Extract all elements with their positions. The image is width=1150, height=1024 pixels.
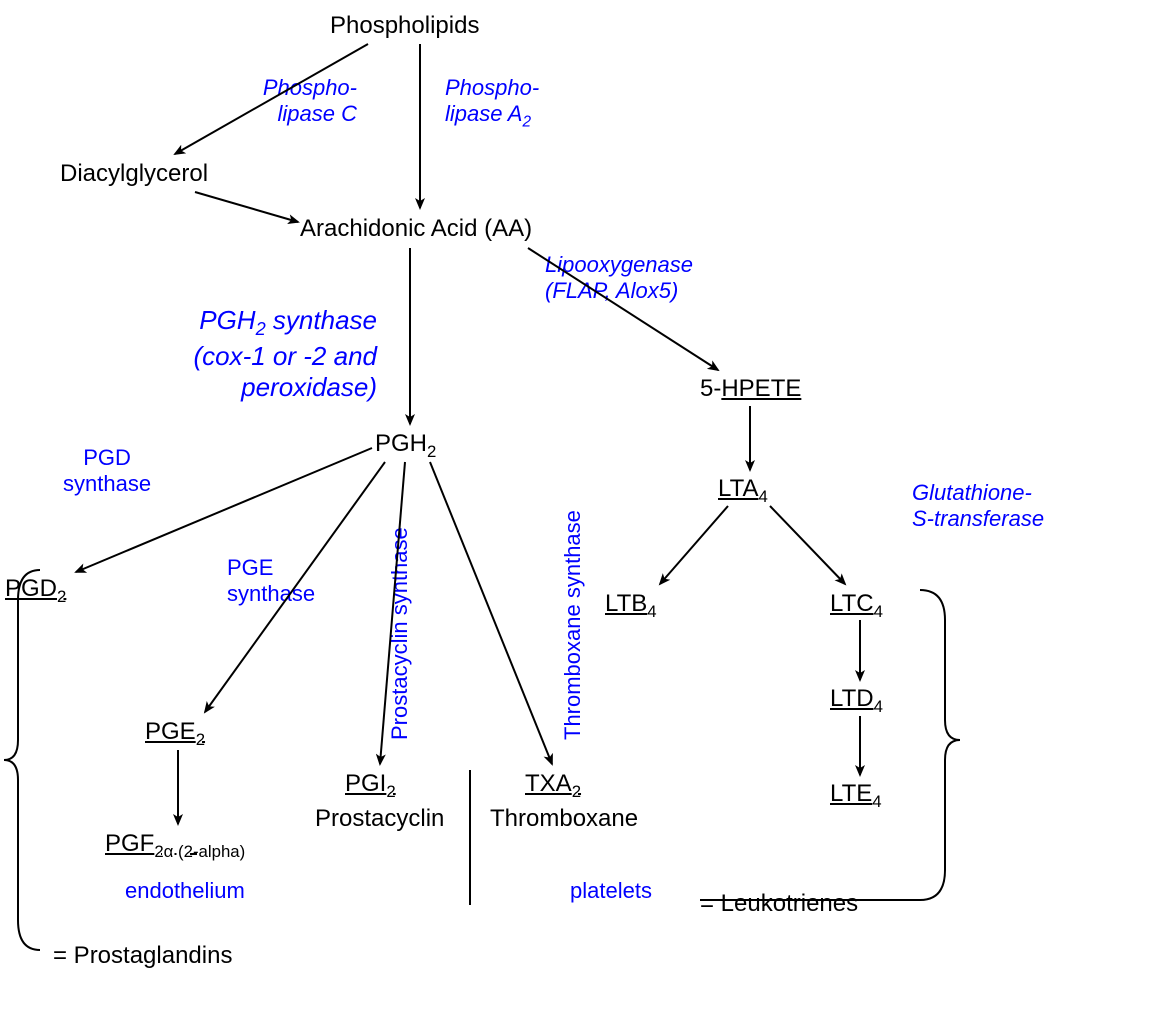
node-phospholipids: Phospholipids [330, 12, 479, 40]
enzyme-thromboxane-synthase: Thromboxane synthase [560, 510, 586, 740]
node-pgd2: PGD2 [5, 575, 66, 606]
enzyme-pla2: Phospho- lipase A2 [445, 75, 539, 132]
enzyme-gst: Glutathione-S-transferase [912, 480, 1044, 533]
enzyme-prostacyclin-synthase: Prostacyclin synthase [387, 527, 413, 740]
node-pgh2: PGH2 [375, 430, 436, 461]
label-thromboxane: Thromboxane [490, 805, 638, 833]
label-prostacyclin: Prostacyclin [315, 805, 444, 833]
node-lta4: LTA4 [718, 475, 768, 506]
node-ltd4: LTD4 [830, 685, 883, 716]
node-pgf2a: PGF2α (2-alpha) [105, 830, 245, 861]
node-pgi2: PGI2 [345, 770, 396, 801]
enzyme-pgh2-synthase: PGH2 synthase (cox-1 or -2 and peroxidas… [137, 305, 377, 403]
label-prostaglandins: = Prostaglandins [53, 942, 232, 970]
node-hpete5: 5-HPETE [700, 375, 801, 403]
enzyme-pgd-synthase: PGDsynthase [63, 445, 151, 498]
enzyme-lipooxygenase: Lipooxygenase(FLAP, Alox5) [545, 252, 693, 305]
node-aa: Arachidonic Acid (AA) [300, 215, 532, 243]
node-diacylglycerol: Diacylglycerol [60, 160, 208, 188]
node-ltc4: LTC4 [830, 590, 883, 621]
node-pge2: PGE2 [145, 718, 205, 749]
enzyme-plc: Phospho-lipase C [237, 75, 357, 128]
enzyme-pge-synthase: PGEsynthase [227, 555, 315, 608]
node-lte4: LTE4 [830, 780, 882, 811]
node-ltb4: LTB4 [605, 590, 657, 621]
label-platelets: platelets [570, 878, 652, 904]
label-leukotrienes: = Leukotrienes [700, 890, 858, 918]
node-txa2: TXA2 [525, 770, 581, 801]
label-endothelium: endothelium [125, 878, 245, 904]
